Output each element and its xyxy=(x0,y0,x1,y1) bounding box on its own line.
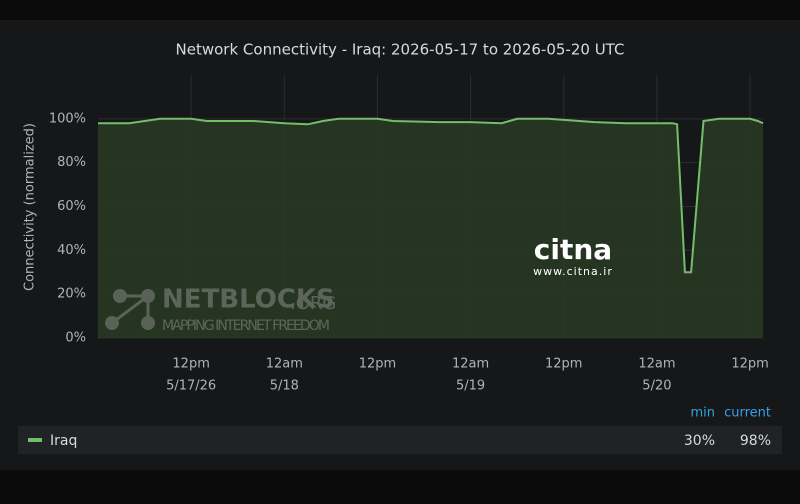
netblocks-watermark: NETBLOCKS .ORG MAPPING INTERNET FREEDOM xyxy=(105,285,336,334)
watermark-text: .ORG xyxy=(290,293,336,314)
x-tick-label: 12pm xyxy=(359,357,396,372)
y-tick-label: 0% xyxy=(65,331,86,346)
x-date-label: 5/18 xyxy=(270,379,299,394)
logo-dot xyxy=(105,316,119,330)
x-tick-label: 12pm xyxy=(172,357,209,372)
x-tick-label: 12am xyxy=(266,357,303,372)
logo-lines xyxy=(111,294,153,325)
logo-dot xyxy=(113,289,127,303)
x-tick-label: 12pm xyxy=(731,357,768,372)
x-tick-label: 12am xyxy=(452,357,489,372)
line xyxy=(98,117,764,274)
legend-swatch xyxy=(28,438,42,442)
y-axis-label: Connectivity (normalized) xyxy=(23,123,38,291)
y-tick-label: 40% xyxy=(57,243,86,258)
chart-title: Network Connectivity - Iraq: 2026-05-17 … xyxy=(176,41,625,59)
logo-dot xyxy=(141,289,155,303)
citna-url: www.citna.ir xyxy=(533,265,613,278)
legend-value: 30% xyxy=(684,433,715,449)
legend-value: 98% xyxy=(740,433,771,449)
y-tick-label: 20% xyxy=(57,287,86,302)
x-date-label: 5/19 xyxy=(456,379,485,394)
x-date-label: 5/20 xyxy=(642,379,671,394)
x-date-label: 5/17/26 xyxy=(166,379,216,394)
citna-logo: citna xyxy=(534,233,612,266)
logo-dot xyxy=(141,316,155,330)
legend-row xyxy=(18,426,782,454)
watermark-text: NETBLOCKS xyxy=(162,285,335,315)
x-tick-label: 12am xyxy=(638,357,675,372)
y-tick-label: 60% xyxy=(57,199,86,214)
plot xyxy=(98,117,764,338)
watermark-text: MAPPING INTERNET FREEDOM xyxy=(162,318,330,334)
legend-header[interactable]: min xyxy=(690,406,715,421)
legend-header[interactable]: current xyxy=(724,406,771,421)
legend-label[interactable]: Iraq xyxy=(50,433,77,449)
y-tick-label: 80% xyxy=(57,155,86,170)
y-tick-label: 100% xyxy=(49,111,86,126)
x-tick-label: 12pm xyxy=(545,357,582,372)
x-axis: 12pm 12am 12pm 12am 12pm 12am 12pm 5/17/26 5/18 5… xyxy=(166,357,769,394)
area xyxy=(98,118,763,338)
